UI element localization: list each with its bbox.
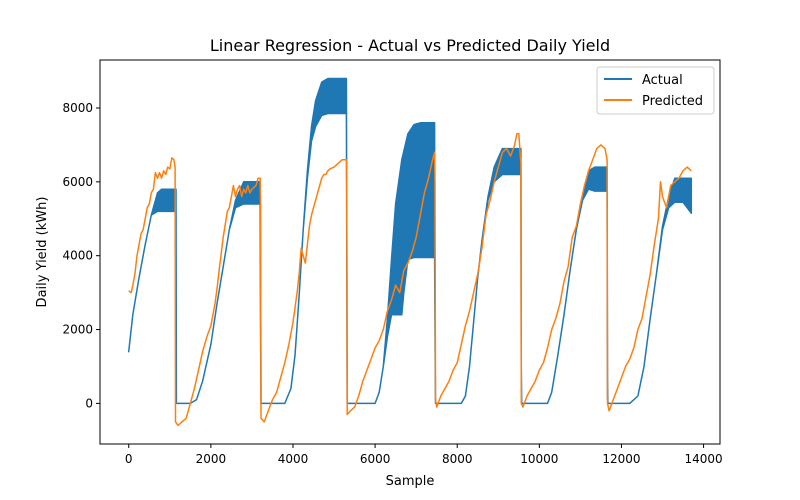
- x-axis-title: Sample: [386, 474, 435, 489]
- legend-label-predicted: Predicted: [642, 94, 703, 109]
- y-tick-label: 4000: [62, 249, 93, 263]
- x-tick-label: 6000: [360, 452, 391, 466]
- y-tick-label: 2000: [62, 323, 93, 337]
- plot-area: [127, 77, 693, 427]
- y-tick-label: 6000: [62, 175, 93, 189]
- series-group: [127, 77, 693, 427]
- series-predicted-line: [128, 133, 692, 427]
- x-tick-label: 4000: [278, 452, 309, 466]
- x-tick-label: 10000: [520, 452, 558, 466]
- y-axis-ticks: 0 2000 4000 6000 8000: [62, 101, 100, 410]
- y-axis-title: Daily Yield (kWh): [35, 197, 50, 308]
- y-tick-label: 0: [85, 396, 93, 410]
- x-tick-label: 0: [125, 452, 133, 466]
- x-tick-label: 2000: [196, 452, 227, 466]
- x-axis-ticks: 0 2000 4000 6000 8000 10000 12000 14000: [125, 444, 723, 466]
- series-actual-band: [127, 77, 693, 405]
- x-tick-label: 12000: [602, 452, 640, 466]
- legend: Actual Predicted: [596, 66, 715, 115]
- x-tick-label: 8000: [442, 452, 473, 466]
- plot-frame: [99, 59, 721, 445]
- x-tick-label: 14000: [684, 452, 722, 466]
- y-tick-label: 8000: [62, 101, 93, 115]
- chart-title: Linear Regression - Actual vs Predicted …: [210, 36, 610, 55]
- legend-label-actual: Actual: [642, 73, 683, 88]
